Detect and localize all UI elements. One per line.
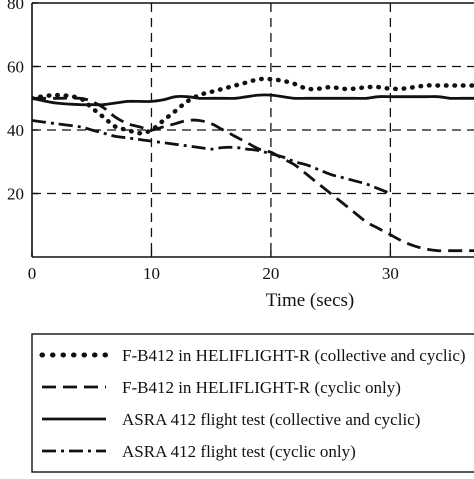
x-tick-label-30: 30 [382,264,399,283]
y-tick-label-40: 40 [7,121,24,140]
x-axis-label: Time (secs) [266,290,355,311]
axes [31,2,474,258]
legend-box [31,333,474,473]
x-tick-label-20: 20 [262,264,279,283]
series-layer [32,76,474,253]
y-tick-label-20: 20 [7,185,24,204]
legend-label-4: ASRA 412 flight test (cyclic only) [122,442,356,461]
legend: F-B412 in HELIFLIGHT-R (collective and c… [31,333,474,473]
tick-labels: 0 10 20 30 20 40 60 80 [7,0,399,283]
series-line-4 [32,119,391,195]
x-tick-label-10: 10 [143,264,160,283]
y-tick-label-60: 60 [7,58,24,77]
x-tick-label-0: 0 [28,264,37,283]
grid [32,3,474,257]
y-tick-label-80: 80 [7,0,24,13]
series-line-2 [32,96,474,253]
series-line-1 [32,76,474,136]
legend-label-2: F-B412 in HELIFLIGHT-R (cyclic only) [122,378,401,397]
legend-label-3: ASRA 412 flight test (collective and cyc… [122,410,420,429]
series-line-3 [32,93,474,107]
legend-label-1: F-B412 in HELIFLIGHT-R (collective and c… [122,346,466,365]
